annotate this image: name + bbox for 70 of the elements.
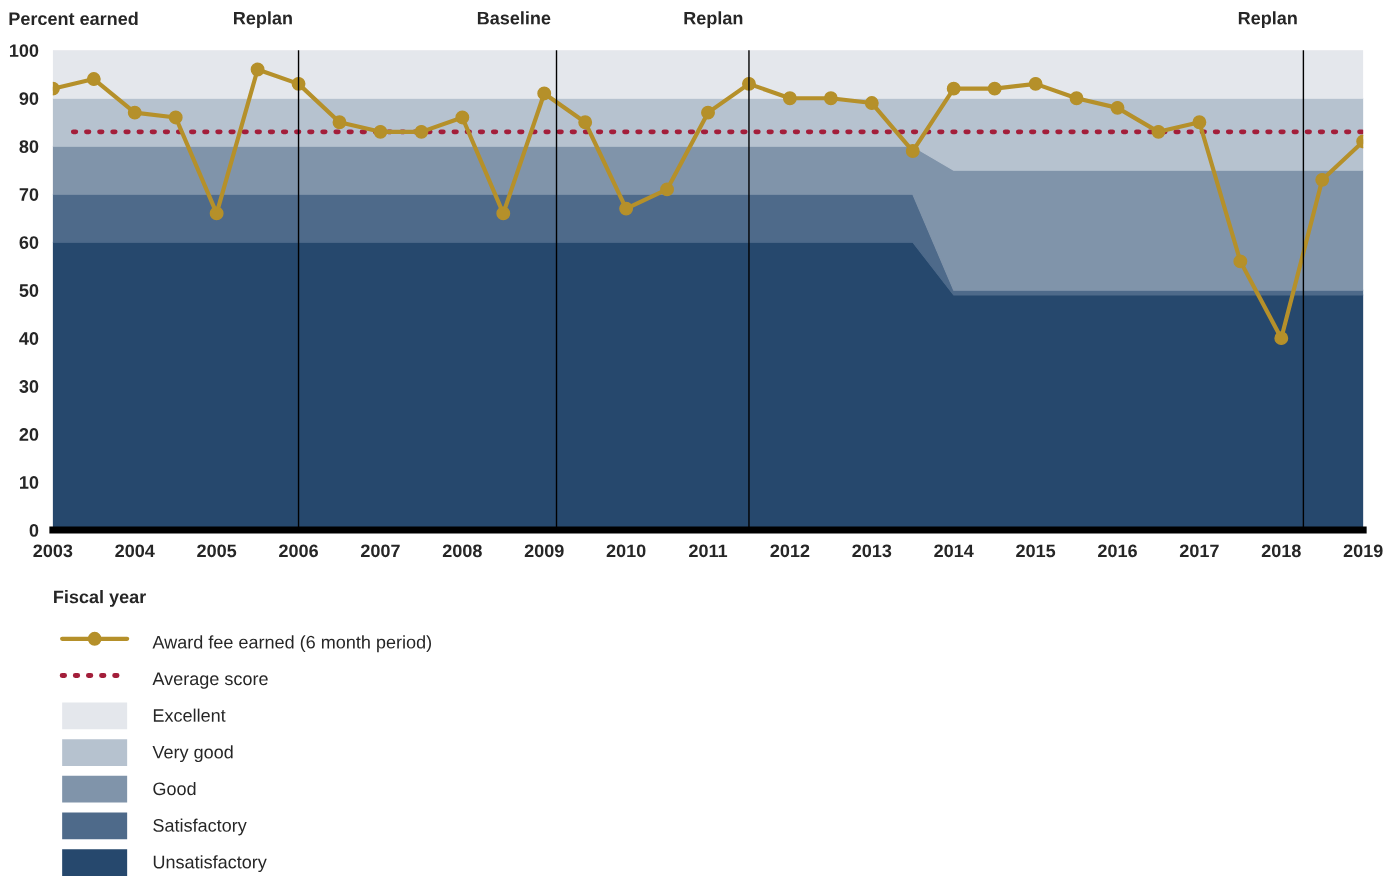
x-tick-label: 2017 <box>1179 544 1219 558</box>
y-tick-label: 90 <box>19 92 39 105</box>
point <box>86 72 101 87</box>
point <box>537 86 552 101</box>
legend-label: Award fee earned (6 month period) <box>152 635 432 653</box>
y-tick-label: 30 <box>19 380 39 393</box>
point <box>1028 76 1043 91</box>
x-tick-label: 2015 <box>1016 544 1056 558</box>
x-tick-label: 2016 <box>1098 544 1137 558</box>
point <box>1192 115 1207 130</box>
x-tick-label: 2003 <box>33 544 73 558</box>
point <box>414 124 429 139</box>
point <box>619 201 634 216</box>
x-tick-label: 2013 <box>852 544 892 558</box>
point <box>496 206 511 221</box>
point <box>987 81 1002 96</box>
point <box>209 206 224 221</box>
point <box>168 110 183 125</box>
y-tick-label: 40 <box>19 332 39 345</box>
point <box>373 124 388 139</box>
x-tick-label: 2008 <box>442 544 482 558</box>
y-tick-label: 50 <box>19 284 39 297</box>
y-tick-label: 60 <box>19 236 39 249</box>
point <box>1233 254 1248 269</box>
x-tick-label: 2007 <box>360 544 400 558</box>
ref-line-label: Replan <box>1238 11 1297 29</box>
y-tick-label: 0 <box>29 524 39 537</box>
y-tick-label: 20 <box>19 428 39 441</box>
y-axis-title: Percent earned <box>9 11 138 26</box>
legend-label: Average score <box>152 672 268 689</box>
ref-line-label: Replan <box>234 11 292 29</box>
point <box>701 105 715 120</box>
x-tick-label: 2004 <box>115 544 155 558</box>
x-tick-label: 2006 <box>279 544 318 558</box>
ref-line-label: Replan <box>684 11 743 29</box>
point <box>250 62 265 77</box>
y-tick-label: 80 <box>19 140 39 153</box>
point <box>946 81 961 96</box>
y-tick-label: 100 <box>9 44 39 57</box>
point <box>905 144 920 158</box>
legend-label: Very good <box>152 745 233 763</box>
point <box>1110 100 1125 115</box>
x-tick-label: 2019 <box>1343 544 1383 558</box>
x-tick-label: 2014 <box>934 544 974 558</box>
point <box>782 91 797 106</box>
y-tick-label: 10 <box>20 476 39 489</box>
ref-line-label: Baseline <box>477 11 551 25</box>
x-tick-label: 2011 <box>689 544 728 558</box>
x-tick-label: 2018 <box>1261 544 1301 558</box>
x-tick-label: 2010 <box>606 544 646 558</box>
point <box>455 110 470 125</box>
x-axis-title: Fiscal year <box>54 590 146 607</box>
point <box>1274 331 1289 346</box>
x-tick-label: 2005 <box>197 544 237 558</box>
point <box>1069 91 1084 106</box>
point <box>1315 172 1330 187</box>
legend-label: Good <box>153 781 196 796</box>
point <box>823 91 838 106</box>
x-tick-label: 2012 <box>770 544 810 558</box>
legend-label: Excellent <box>153 708 226 722</box>
point <box>864 96 879 110</box>
point <box>1151 124 1166 139</box>
point <box>660 182 675 197</box>
y-tick-label: 70 <box>19 188 39 201</box>
point <box>127 105 142 120</box>
point <box>332 115 347 130</box>
legend-label: Satisfactory <box>153 818 247 836</box>
legend-label: Unsatisfactory <box>153 855 267 873</box>
point <box>578 115 593 130</box>
x-tick-label: 2009 <box>524 544 564 558</box>
